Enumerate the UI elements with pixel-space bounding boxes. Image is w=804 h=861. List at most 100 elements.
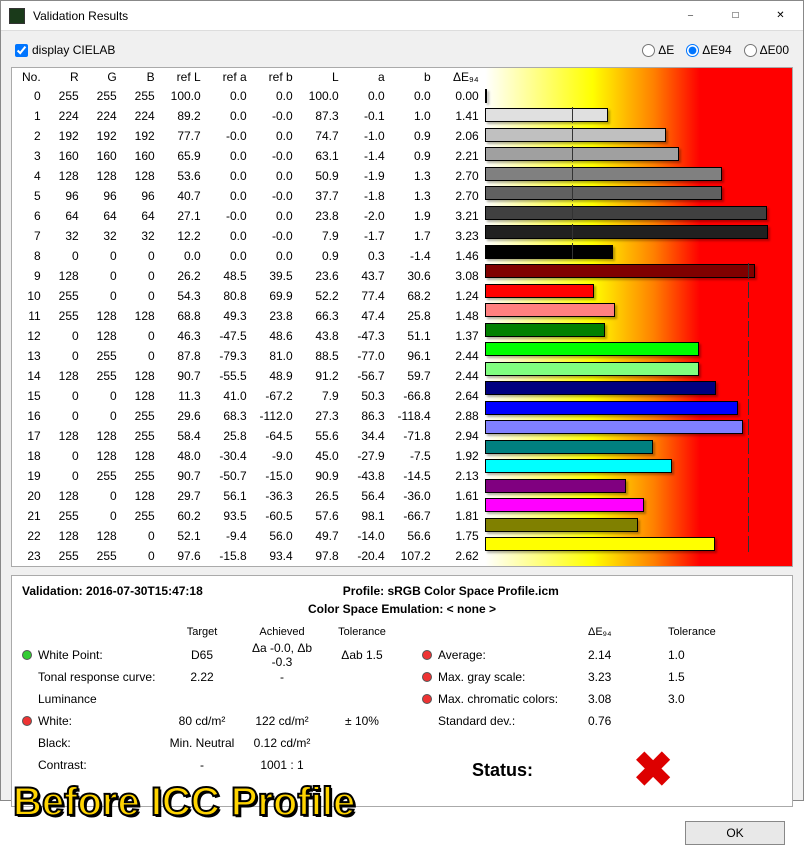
table-cell: 1.75 <box>437 526 485 546</box>
summary-value: - <box>242 670 322 684</box>
table-cell: 96 <box>123 186 161 206</box>
table-row[interactable]: 122422422489.20.0-0.087.3-0.11.01.41 <box>12 106 485 126</box>
table-row[interactable]: 91280026.248.539.523.643.730.63.08 <box>12 266 485 286</box>
table-row[interactable]: 664646427.1-0.00.023.8-2.01.93.21 <box>12 206 485 226</box>
tolerance-tick <box>748 380 749 396</box>
summary-row: Max. gray scale:3.231.5 <box>422 666 782 688</box>
radio-label: ΔE00 <box>760 43 789 57</box>
table-cell: 77.7 <box>161 126 207 146</box>
table-cell: 27.1 <box>161 206 207 226</box>
table-row[interactable]: 1712812825558.425.8-64.555.634.4-71.82.9… <box>12 426 485 446</box>
table-cell: 0.9 <box>391 146 437 166</box>
tolerance-tick <box>748 399 749 415</box>
table-cell: 8 <box>12 246 47 266</box>
table-row[interactable]: 18012812848.0-30.4-9.045.0-27.9-7.51.92 <box>12 446 485 466</box>
table-cell: 7 <box>12 226 47 246</box>
delta-e-bar <box>485 167 722 181</box>
radio-input-1[interactable] <box>686 44 699 57</box>
table-cell: 128 <box>47 486 85 506</box>
tolerance-tick <box>572 146 573 162</box>
status-dot <box>422 672 432 682</box>
table-row[interactable]: 102550054.380.869.952.277.468.21.24 <box>12 286 485 306</box>
delta-e-bar <box>485 264 755 278</box>
table-cell: 2.94 <box>437 426 485 446</box>
delta-e-bar <box>485 362 699 376</box>
table-cell: 5 <box>12 186 47 206</box>
table-cell: 1.24 <box>437 286 485 306</box>
table-row[interactable]: 596969640.70.0-0.037.7-1.81.32.70 <box>12 186 485 206</box>
table-row[interactable]: 22128128052.1-9.456.049.7-14.056.61.75 <box>12 526 485 546</box>
close-button[interactable]: ✕ <box>758 1 803 31</box>
radio-δe94[interactable]: ΔE94 <box>686 43 731 57</box>
validation-label: Validation: <box>22 584 83 598</box>
table-row[interactable]: 0255255255100.00.00.0100.00.00.00.00 <box>12 86 485 106</box>
bar-row <box>485 515 792 535</box>
titlebar: Validation Results – □ ✕ <box>1 1 803 31</box>
table-cell: -27.9 <box>345 446 391 466</box>
table-cell: 59.7 <box>391 366 437 386</box>
summary-row: Standard dev.:0.76 <box>422 710 782 732</box>
table-row[interactable]: 1412825512890.7-55.548.991.2-56.759.72.4… <box>12 366 485 386</box>
table-row[interactable]: 80000.00.00.00.90.3-1.41.46 <box>12 246 485 266</box>
radio-input-2[interactable] <box>744 44 757 57</box>
table-cell: 2.62 <box>437 546 485 566</box>
col-header: B <box>123 68 161 86</box>
table-cell: 90.7 <box>161 366 207 386</box>
table-row[interactable]: 412812812853.60.00.050.9-1.91.32.70 <box>12 166 485 186</box>
table-cell: 192 <box>47 126 85 146</box>
tolerance-tick <box>572 243 573 259</box>
table-cell: -64.5 <box>253 426 299 446</box>
status-dot <box>422 650 432 660</box>
table-cell: -0.0 <box>207 206 253 226</box>
table-cell: 13 <box>12 346 47 366</box>
table-row[interactable]: 130255087.8-79.381.088.5-77.096.12.44 <box>12 346 485 366</box>
radio-input-0[interactable] <box>642 44 655 57</box>
table-cell: -1.7 <box>345 226 391 246</box>
table-cell: 77.4 <box>345 286 391 306</box>
delta-e-bar <box>485 498 644 512</box>
cielab-checkbox-input[interactable] <box>15 44 28 57</box>
table-row[interactable]: 150012811.341.0-67.27.950.3-66.82.64 <box>12 386 485 406</box>
table-cell: 74.7 <box>299 126 345 146</box>
table-row[interactable]: 219219219277.7-0.00.074.7-1.00.92.06 <box>12 126 485 146</box>
table-cell: -15.8 <box>207 546 253 566</box>
minimize-button[interactable]: – <box>668 1 713 31</box>
table-row[interactable]: 732323212.20.0-0.07.9-1.71.73.23 <box>12 226 485 246</box>
table-row[interactable]: 316016016065.90.0-0.063.1-1.40.92.21 <box>12 146 485 166</box>
table-cell: 128 <box>123 166 161 186</box>
table-row[interactable]: 19025525590.7-50.7-15.090.9-43.8-14.52.1… <box>12 466 485 486</box>
table-cell: 56.1 <box>207 486 253 506</box>
summary-value: 1.5 <box>668 670 748 684</box>
table-cell: -36.3 <box>253 486 299 506</box>
table-cell: 47.4 <box>345 306 391 326</box>
status-dot <box>22 716 32 726</box>
table-row[interactable]: 1125512812868.849.323.866.347.425.81.48 <box>12 306 485 326</box>
table-row[interactable]: 23255255097.6-15.893.497.8-20.4107.22.62 <box>12 546 485 566</box>
summary-col-header: Tolerance <box>322 626 402 638</box>
table-row[interactable]: 160025529.668.3-112.027.386.3-118.42.88 <box>12 406 485 426</box>
table-cell: 255 <box>85 346 123 366</box>
table-cell: 23.6 <box>299 266 345 286</box>
table-row[interactable]: 21255025560.293.5-60.557.698.1-66.71.81 <box>12 506 485 526</box>
table-cell: 14 <box>12 366 47 386</box>
display-cielab-checkbox[interactable]: display CIELAB <box>15 43 115 57</box>
right-rows: Average:2.141.0Max. gray scale:3.231.5Ma… <box>422 644 782 732</box>
summary-label: White: <box>38 714 162 728</box>
ok-button[interactable]: OK <box>685 821 785 845</box>
bar-row <box>485 359 792 379</box>
delta-e-bar <box>485 401 738 415</box>
table-cell: 2.13 <box>437 466 485 486</box>
table-cell: 0.0 <box>207 86 253 106</box>
table-cell: -15.0 <box>253 466 299 486</box>
radio-δe[interactable]: ΔE <box>642 43 674 57</box>
summary-value: Δa -0.0, Δb -0.3 <box>242 641 322 669</box>
radio-δe00[interactable]: ΔE00 <box>744 43 789 57</box>
table-cell: 255 <box>123 406 161 426</box>
table-cell: 4 <box>12 166 47 186</box>
table-cell: 255 <box>47 306 85 326</box>
summary-value: 122 cd/m² <box>242 714 322 728</box>
table-row[interactable]: 20128012829.756.1-36.326.556.4-36.01.61 <box>12 486 485 506</box>
maximize-button[interactable]: □ <box>713 1 758 31</box>
table-row[interactable]: 120128046.3-47.548.643.8-47.351.11.37 <box>12 326 485 346</box>
summary-label: Contrast: <box>38 758 162 772</box>
